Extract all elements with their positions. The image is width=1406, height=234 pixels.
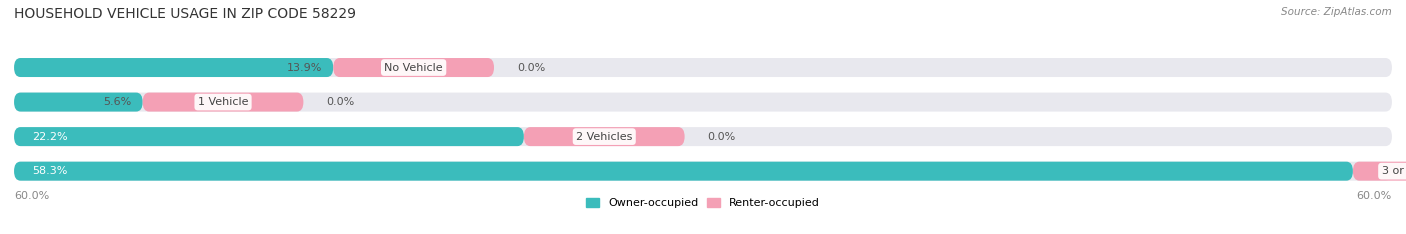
Text: No Vehicle: No Vehicle [384,62,443,73]
Text: 5.6%: 5.6% [103,97,131,107]
FancyBboxPatch shape [14,162,1392,181]
Text: 22.2%: 22.2% [32,132,67,142]
Text: 13.9%: 13.9% [287,62,322,73]
Text: 58.3%: 58.3% [32,166,67,176]
FancyBboxPatch shape [142,93,304,112]
Text: Source: ZipAtlas.com: Source: ZipAtlas.com [1281,7,1392,17]
Text: 3 or more Vehicles: 3 or more Vehicles [1382,166,1406,176]
FancyBboxPatch shape [333,58,494,77]
FancyBboxPatch shape [14,93,1392,112]
Legend: Owner-occupied, Renter-occupied: Owner-occupied, Renter-occupied [581,193,825,212]
Text: 0.0%: 0.0% [326,97,354,107]
FancyBboxPatch shape [14,58,333,77]
Text: 60.0%: 60.0% [14,191,49,201]
Text: 60.0%: 60.0% [1357,191,1392,201]
FancyBboxPatch shape [14,127,1392,146]
FancyBboxPatch shape [14,162,1353,181]
Text: 2 Vehicles: 2 Vehicles [576,132,633,142]
FancyBboxPatch shape [524,127,685,146]
FancyBboxPatch shape [14,127,524,146]
Text: 1 Vehicle: 1 Vehicle [198,97,249,107]
Text: 0.0%: 0.0% [517,62,546,73]
Text: 0.0%: 0.0% [707,132,735,142]
FancyBboxPatch shape [14,93,142,112]
FancyBboxPatch shape [14,58,1392,77]
Text: HOUSEHOLD VEHICLE USAGE IN ZIP CODE 58229: HOUSEHOLD VEHICLE USAGE IN ZIP CODE 5822… [14,7,356,21]
FancyBboxPatch shape [1353,162,1406,181]
